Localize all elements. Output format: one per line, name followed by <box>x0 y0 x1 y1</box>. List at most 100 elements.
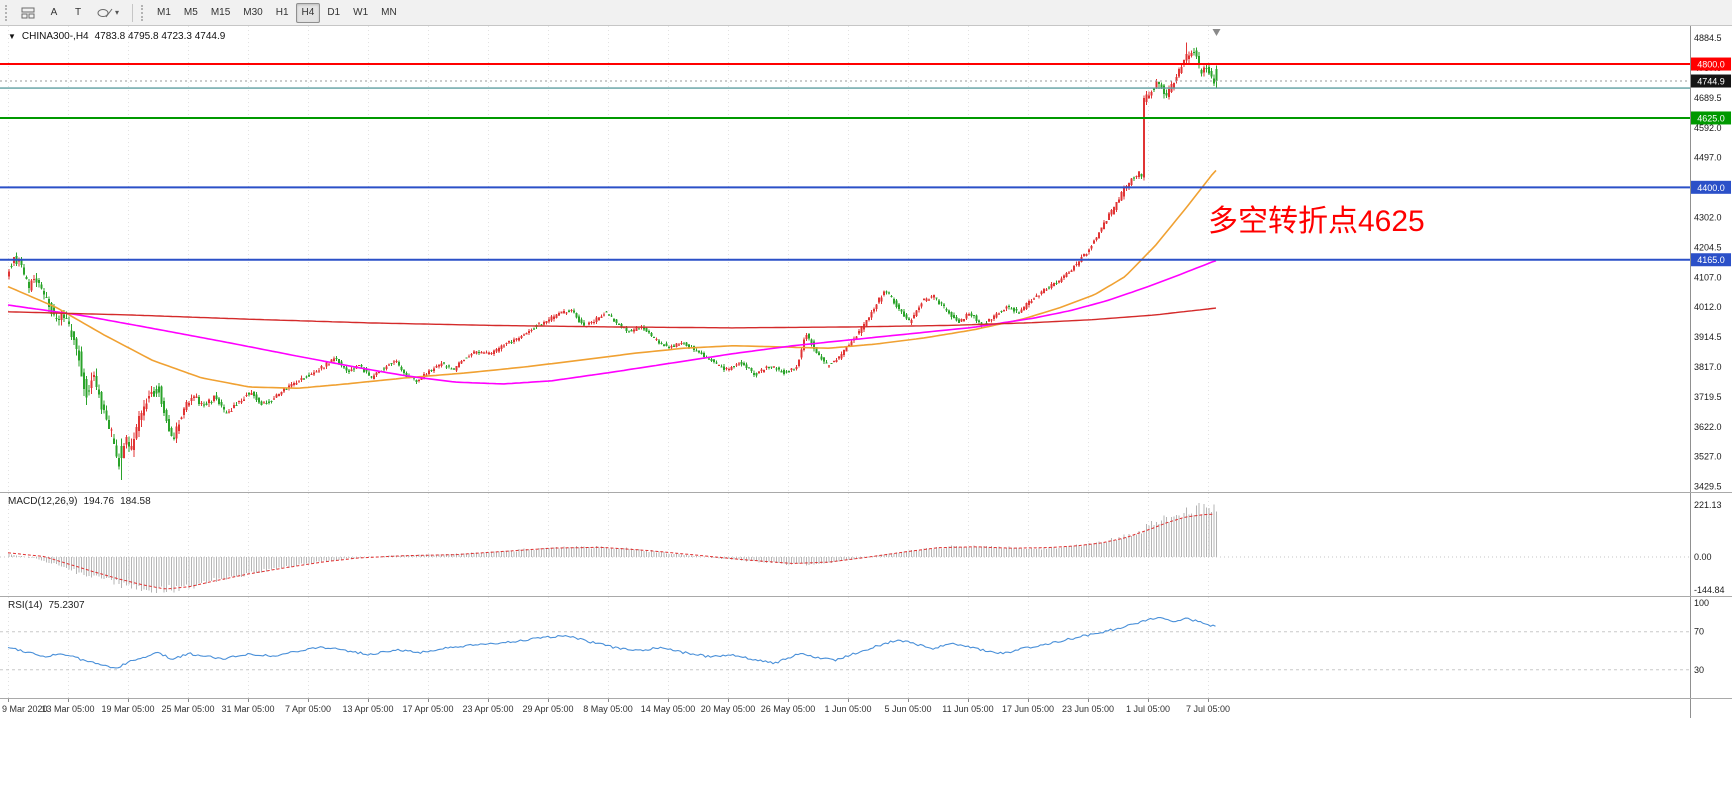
rsi-levels: 100 70 30 <box>0 598 1709 675</box>
macd-axis-labels: 221.13 0.00 -144.84 <box>1694 500 1725 595</box>
rsi-value: 75.2307 <box>48 600 85 611</box>
time-axis[interactable]: 9 Mar 2020 13 Mar 05:00 19 Mar 05:00 25 Mar… <box>0 698 1732 718</box>
macd-signal-value: 184.58 <box>120 496 151 507</box>
ma-mid-magenta <box>7 259 1217 385</box>
svg-text:4204.5: 4204.5 <box>1694 243 1722 253</box>
shapes-dropdown-button[interactable]: ▾ <box>91 3 125 23</box>
timeframe-M5[interactable]: M5 <box>178 3 204 23</box>
svg-text:23 Jun 05:00: 23 Jun 05:00 <box>1062 704 1114 714</box>
svg-text:14 May 05:00: 14 May 05:00 <box>641 704 696 714</box>
svg-text:0.00: 0.00 <box>1694 552 1712 562</box>
macd-name: MACD(12,26,9) <box>8 496 78 507</box>
price-line-badge <box>1691 111 1731 125</box>
timeframe-M30[interactable]: M30 <box>237 3 268 23</box>
svg-text:4302.0: 4302.0 <box>1694 213 1722 223</box>
svg-text:23 Apr 05:00: 23 Apr 05:00 <box>462 704 513 714</box>
chart-windows-icon[interactable] <box>15 3 41 23</box>
svg-text:4165.0: 4165.0 <box>1697 255 1725 265</box>
svg-text:-144.84: -144.84 <box>1694 585 1725 595</box>
svg-text:3622.0: 3622.0 <box>1694 422 1722 432</box>
svg-text:5 Jun 05:00: 5 Jun 05:00 <box>884 704 931 714</box>
annotation-text[interactable]: 多空转折点4625 <box>1208 205 1425 238</box>
rsi-label: RSI(14) 75.2307 <box>8 600 85 611</box>
svg-text:4689.5: 4689.5 <box>1694 93 1722 103</box>
svg-text:17 Jun 05:00: 17 Jun 05:00 <box>1002 704 1054 714</box>
svg-text:4012.0: 4012.0 <box>1694 302 1722 312</box>
timeframe-MN[interactable]: MN <box>375 3 403 23</box>
rsi-panel[interactable]: 100 70 30 RSI(14) 75.2307 <box>0 596 1732 698</box>
svg-text:3527.0: 3527.0 <box>1694 451 1722 461</box>
symbol-label: CHINA300-,H4 <box>21 31 89 42</box>
svg-text:70: 70 <box>1694 627 1704 637</box>
price-line-badge <box>1691 57 1731 71</box>
timeframe-M15[interactable]: M15 <box>205 3 236 23</box>
svg-text:7 Jul 05:00: 7 Jul 05:00 <box>1186 704 1230 714</box>
toolbar: A T ▾ M1 M5 M15 M30 H1 H4 D1 W1 MN <box>0 0 1732 26</box>
rsi-line <box>7 617 1216 669</box>
svg-text:9 Mar 2020: 9 Mar 2020 <box>2 704 48 714</box>
toolbar-separator <box>132 3 134 22</box>
cursor-tool-button[interactable]: A <box>43 3 65 23</box>
svg-text:7 Apr 05:00: 7 Apr 05:00 <box>285 704 331 714</box>
timeframe-W1[interactable]: W1 <box>347 3 374 23</box>
svg-text:8 May 05:00: 8 May 05:00 <box>583 704 633 714</box>
price-line-badge <box>1691 253 1731 267</box>
timeframe-D1[interactable]: D1 <box>321 3 346 23</box>
svg-text:29 Apr 05:00: 29 Apr 05:00 <box>522 704 573 714</box>
svg-text:4625.0: 4625.0 <box>1697 113 1725 123</box>
macd-panel[interactable]: 221.13 0.00 -144.84 MACD(12,26,9) 194.76 1… <box>0 492 1732 596</box>
timeframe-group: M1 M5 M15 M30 H1 H4 D1 W1 MN <box>151 2 403 23</box>
price-chart-panel[interactable]: 4884.54787.04689.54592.04497.04399.54302… <box>0 26 1732 492</box>
svg-text:20 May 05:00: 20 May 05:00 <box>701 704 756 714</box>
price-axis-badges: 4800.0 4625.0 4400.0 4165.0 4744.9 <box>1691 57 1731 267</box>
svg-text:25 Mar 05:00: 25 Mar 05:00 <box>161 704 214 714</box>
svg-text:3429.5: 3429.5 <box>1694 481 1722 491</box>
timeframe-H4[interactable]: H4 <box>295 2 321 23</box>
price-line-badge <box>1691 180 1731 194</box>
svg-text:30: 30 <box>1694 665 1704 675</box>
chart-title: ▼ CHINA300-,H4 4783.8 4795.8 4723.3 4744… <box>8 31 225 42</box>
svg-text:1 Jul 05:00: 1 Jul 05:00 <box>1126 704 1170 714</box>
chart-shift-marker[interactable] <box>1212 29 1221 36</box>
ohlc-values: 4783.8 4795.8 4723.3 4744.9 <box>94 31 226 42</box>
svg-text:11 Jun 05:00: 11 Jun 05:00 <box>942 704 993 714</box>
macd-label: MACD(12,26,9) 194.76 184.58 <box>8 496 151 507</box>
svg-text:13 Mar 05:00: 13 Mar 05:00 <box>41 704 94 714</box>
svg-text:100: 100 <box>1694 598 1709 608</box>
macd-signal-line <box>7 513 1214 590</box>
shapes-icon <box>97 8 113 17</box>
chevron-down-icon: ▾ <box>115 8 120 17</box>
svg-text:3719.5: 3719.5 <box>1694 392 1722 402</box>
svg-text:4497.0: 4497.0 <box>1694 152 1722 162</box>
ma-fast-orange <box>7 169 1217 390</box>
text-tool-button[interactable]: T <box>67 3 89 23</box>
symbol-dropdown-icon: ▼ <box>8 32 16 41</box>
macd-histogram <box>8 503 1217 593</box>
svg-text:4884.5: 4884.5 <box>1694 33 1722 43</box>
svg-text:4400.0: 4400.0 <box>1697 183 1725 193</box>
svg-text:17 Apr 05:00: 17 Apr 05:00 <box>402 704 453 714</box>
timeframe-H1[interactable]: H1 <box>270 3 295 23</box>
svg-text:3914.5: 3914.5 <box>1694 332 1722 342</box>
svg-text:1 Jun 05:00: 1 Jun 05:00 <box>824 704 871 714</box>
svg-text:4800.0: 4800.0 <box>1697 60 1725 70</box>
vertical-grid <box>8 597 1209 698</box>
svg-text:4592.0: 4592.0 <box>1694 123 1722 133</box>
current-price-badge <box>1691 74 1731 88</box>
timeframe-drag-handle[interactable] <box>141 4 145 21</box>
timeframe-M1[interactable]: M1 <box>151 3 177 23</box>
candles <box>8 42 1218 481</box>
svg-text:4107.0: 4107.0 <box>1694 273 1722 283</box>
ma-slow-red <box>7 307 1217 329</box>
svg-text:13 Apr 05:00: 13 Apr 05:00 <box>342 704 393 714</box>
svg-text:19 Mar 05:00: 19 Mar 05:00 <box>101 704 154 714</box>
svg-text:26 May 05:00: 26 May 05:00 <box>761 704 816 714</box>
svg-text:4744.9: 4744.9 <box>1697 77 1725 87</box>
toolbar-drag-handle[interactable] <box>5 4 9 21</box>
rsi-name: RSI(14) <box>8 600 43 611</box>
svg-text:3817.0: 3817.0 <box>1694 362 1722 372</box>
macd-value: 194.76 <box>83 496 115 507</box>
svg-text:31 Mar 05:00: 31 Mar 05:00 <box>221 704 274 714</box>
